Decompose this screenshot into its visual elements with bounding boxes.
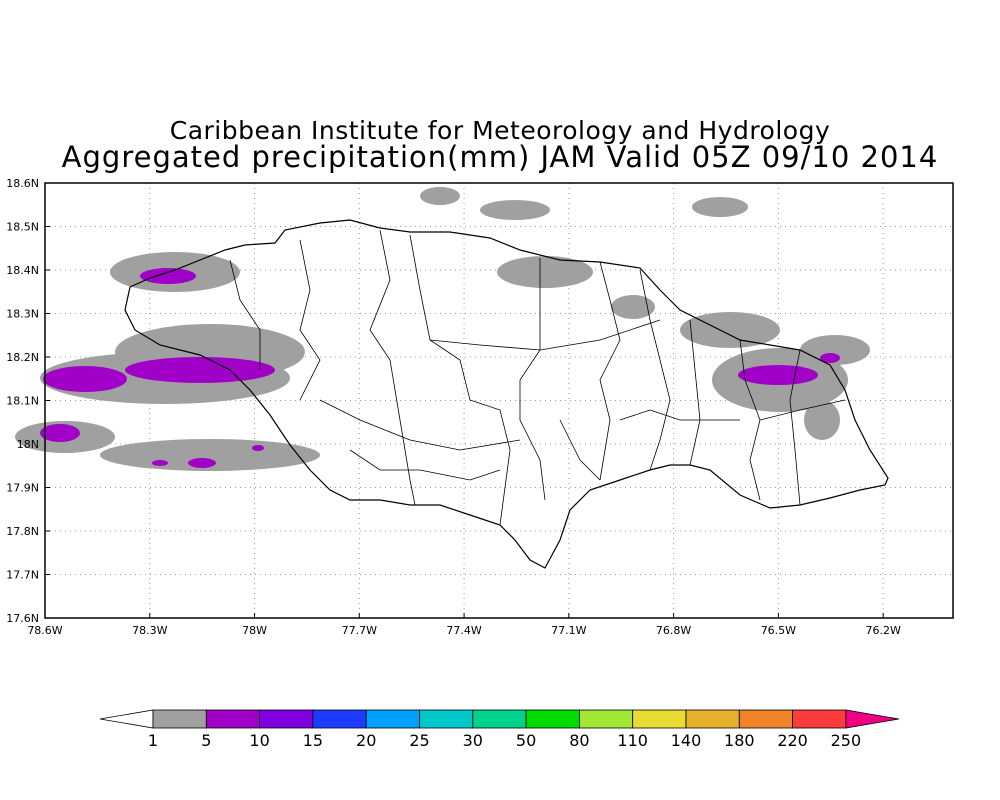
lat-tick-label: 17.9N [6, 482, 39, 495]
precip-area [497, 256, 593, 288]
colorbar-box [365, 709, 420, 729]
colorbar-box [685, 709, 740, 729]
parish-boundaries [229, 229, 846, 526]
precip-shading-purple [40, 268, 840, 468]
colorbar-arrow-high [845, 709, 899, 729]
precip-area [420, 187, 460, 205]
colorbar-box [472, 709, 527, 729]
colorbar-label: 140 [671, 731, 702, 750]
colorbar-boxes [99, 709, 899, 729]
colorbar-box [525, 709, 580, 729]
colorbar-label: 1 [148, 731, 158, 750]
lat-tick-label: 17.8N [6, 525, 39, 538]
lat-tick-labels: 18.6N 18.5N 18.4N 18.3N 18.2N 18.1N 18N 17.9N 17… [6, 177, 39, 625]
precip-area [152, 460, 168, 466]
colorbar-box [632, 709, 687, 729]
lon-tick-label: 78.3W [132, 624, 167, 637]
precip-area [804, 400, 840, 440]
precip-area [680, 312, 780, 348]
lon-tick-label: 77.7W [342, 624, 377, 637]
colorbar-label: 180 [724, 731, 755, 750]
chart-title: Caribbean Institute for Meteorology and … [169, 116, 831, 145]
colorbar-label: 220 [777, 731, 808, 750]
lat-tick-label: 18.3N [6, 308, 39, 321]
colorbar-label: 50 [516, 731, 536, 750]
colorbar-labels: 1 5 10 15 20 25 30 50 80 110 140 180 220 250 [148, 731, 861, 750]
colorbar-label: 30 [463, 731, 483, 750]
colorbar-box [312, 709, 367, 729]
lon-tick-label: 76.2W [865, 624, 900, 637]
chart-subtitle: Aggregated precipitation(mm) JAM Valid 0… [61, 140, 939, 174]
colorbar-label: 10 [249, 731, 269, 750]
lon-tick-label: 76.5W [761, 624, 796, 637]
colorbar-box [205, 709, 261, 729]
lon-tick-labels: 78.6W 78.3W 78W 77.7W 77.4W 77.1W 76.8W 76.5W 76… [27, 624, 901, 637]
lat-tick-label: 17.6N [6, 612, 39, 625]
colorbar-label: 110 [617, 731, 648, 750]
colorbar-box [579, 709, 634, 729]
jamaica-coastline [124, 219, 889, 569]
colorbar-box [738, 709, 793, 729]
colorbar-box [259, 709, 314, 729]
precip-area [43, 366, 127, 392]
precip-area [692, 197, 748, 217]
lat-tick-label: 18N [17, 438, 39, 451]
lat-tick-label: 18.1N [6, 395, 39, 408]
precip-area [140, 268, 196, 284]
lat-tick-label: 18.4N [6, 264, 39, 277]
precip-area [125, 357, 275, 383]
colorbar-label: 250 [831, 731, 862, 750]
lat-tick-label: 18.2N [6, 351, 39, 364]
precip-area [40, 424, 80, 442]
lat-tick-label: 18.6N [6, 177, 39, 190]
colorbar-arrow-low [99, 709, 154, 729]
precip-area [820, 353, 840, 363]
lon-tick-label: 78.6W [27, 624, 62, 637]
colorbar-box [792, 709, 847, 729]
precip-area [188, 458, 216, 468]
lon-tick-label: 77.4W [446, 624, 481, 637]
lat-tick-label: 17.7N [6, 569, 39, 582]
colorbar-label: 20 [356, 731, 376, 750]
colorbar-label: 5 [201, 731, 211, 750]
precip-area [738, 365, 818, 385]
precip-area [480, 200, 550, 220]
precip-area [800, 335, 870, 365]
lon-tick-label: 78W [242, 624, 267, 637]
colorbar-label: 15 [303, 731, 323, 750]
lat-tick-label: 18.5N [6, 221, 39, 234]
lon-tick-label: 76.8W [656, 624, 691, 637]
colorbar-label: 25 [409, 731, 429, 750]
precip-area [611, 295, 655, 319]
colorbar-box [152, 709, 207, 729]
map-frame [44, 182, 954, 619]
colorbar-box [419, 709, 474, 729]
precip-area [252, 445, 264, 451]
colorbar-label: 80 [569, 731, 589, 750]
lon-tick-label: 77.1W [551, 624, 586, 637]
